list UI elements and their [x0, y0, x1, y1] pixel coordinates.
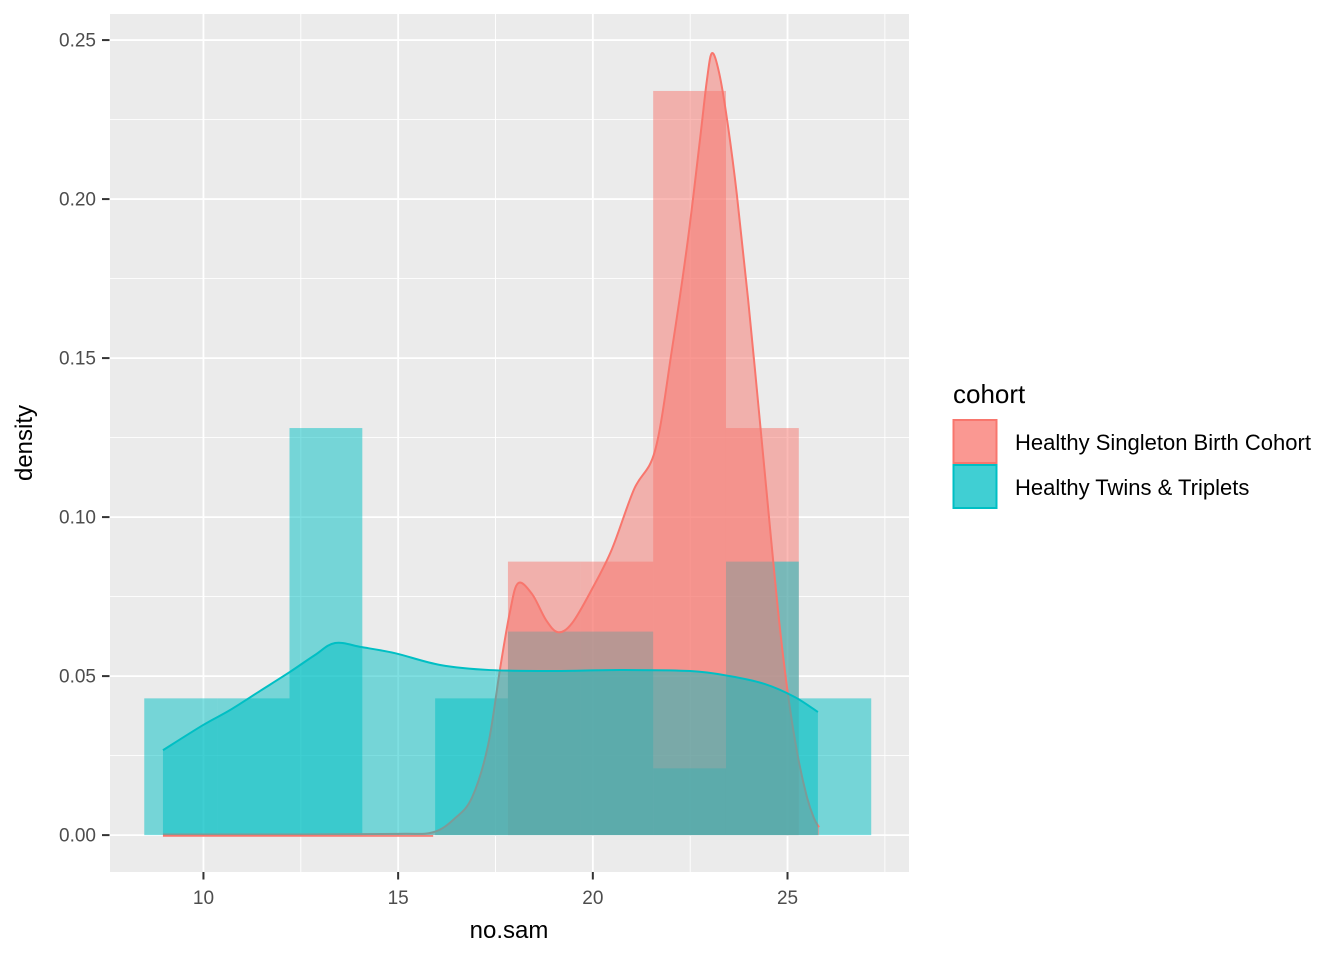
x-axis-title: no.sam — [470, 917, 549, 944]
density-line — [162, 641, 819, 752]
y-tick-label: 0.25 — [59, 31, 96, 52]
legend-label-singleton-cohort: Healthy Singleton Birth Cohort — [1015, 430, 1311, 455]
y-tick-label: 0.20 — [59, 190, 96, 211]
density-area — [162, 642, 818, 836]
x-tick-label: 20 — [582, 888, 603, 909]
y-tick-label: 0.15 — [59, 349, 96, 370]
legend-key-twins-triplets — [952, 464, 998, 509]
density-curve-twins-triplets — [162, 641, 819, 836]
legend-key-singleton-cohort — [952, 419, 998, 464]
legend: cohort Healthy Singleton Birth Cohort He… — [952, 379, 1311, 509]
y-tick-label: 0.10 — [59, 508, 96, 529]
x-axis-ticks — [202, 872, 789, 880]
x-tick-label: 10 — [193, 888, 214, 909]
y-tick-label: 0.00 — [59, 826, 96, 847]
y-axis-tick-labels: 0.00 0.05 0.10 0.15 0.20 0.25 — [59, 31, 96, 847]
legend-title: cohort — [953, 379, 1026, 409]
y-axis-title: density — [11, 405, 38, 481]
y-tick-label: 0.05 — [59, 667, 96, 688]
x-tick-label: 25 — [777, 888, 798, 909]
y-axis-ticks — [102, 39, 110, 837]
density-area — [162, 52, 820, 836]
x-tick-label: 15 — [388, 888, 409, 909]
x-axis-tick-labels: 10 15 20 25 — [193, 888, 798, 909]
legend-label-twins-triplets: Healthy Twins & Triplets — [1015, 475, 1249, 500]
